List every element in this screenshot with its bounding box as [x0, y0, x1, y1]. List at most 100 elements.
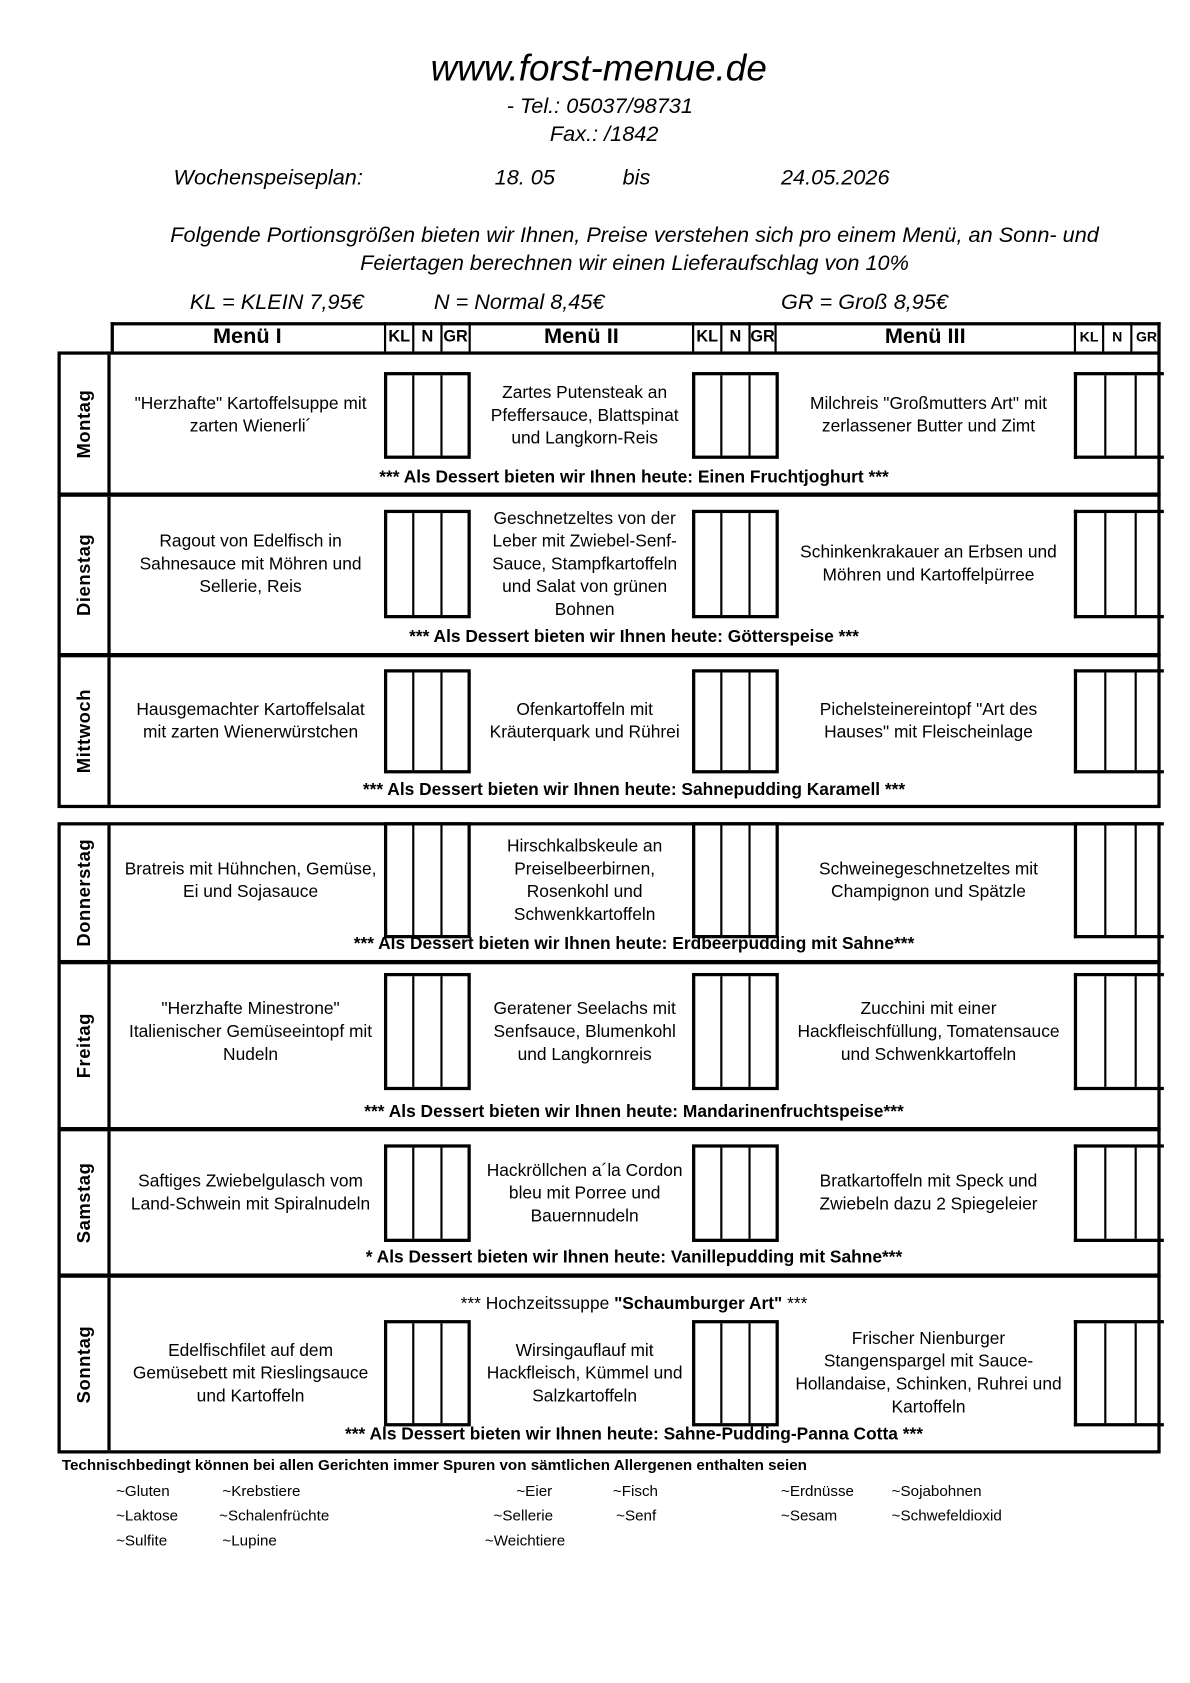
soup-line: *** Hochzeitssuppe "Schaumburger Art" **…: [111, 1295, 1158, 1315]
checkbox-n[interactable]: [1104, 375, 1135, 456]
checkbox-gr[interactable]: [748, 825, 775, 936]
checkbox-n[interactable]: [720, 976, 748, 1087]
checkbox-kl[interactable]: [695, 1323, 720, 1423]
checkbox-kl[interactable]: [695, 375, 720, 455]
checkbox-n[interactable]: [412, 513, 440, 616]
checkbox-kl[interactable]: [1077, 1148, 1104, 1239]
checkbox-n[interactable]: [412, 672, 440, 771]
order-boxes-menu-2: [692, 372, 779, 459]
checkbox-gr[interactable]: [1134, 976, 1164, 1087]
allergen-item: ~Krebstiere: [222, 1481, 301, 1500]
allergen-item: ~Senf: [616, 1506, 657, 1525]
allergen-item: ~Sojabohnen: [891, 1481, 982, 1500]
menu-3-dish: Bratkartoffeln mit Speck und Zwiebeln da…: [819, 1172, 1038, 1214]
checkbox-kl[interactable]: [387, 825, 412, 935]
menu-2-dish: Geratener Seelachs mit Senfsauce, Blumen…: [493, 999, 676, 1064]
checkbox-kl[interactable]: [387, 673, 412, 771]
info-line-2: Feiertagen berechnen wir einen Lieferauf…: [360, 251, 909, 276]
checkbox-gr[interactable]: [1134, 672, 1164, 771]
checkbox-gr[interactable]: [748, 375, 775, 456]
checkbox-gr[interactable]: [1134, 1323, 1164, 1424]
checkbox-kl[interactable]: [695, 976, 720, 1087]
checkbox-n[interactable]: [1104, 976, 1135, 1087]
checkbox-kl[interactable]: [387, 1148, 412, 1239]
fax: Fax.: /1842: [549, 122, 659, 147]
order-boxes-menu-1: [383, 509, 471, 619]
checkbox-n[interactable]: [1104, 672, 1135, 771]
header-kl-1: KL: [383, 322, 412, 352]
dessert-line: * Als Dessert bieten wir Ihnen heute: Va…: [365, 1248, 903, 1267]
checkbox-n[interactable]: [720, 1147, 748, 1239]
menu-1-dish: Bratreis mit Hühnchen, Gemüse, Ei und So…: [124, 859, 377, 901]
checkbox-gr[interactable]: [1134, 513, 1164, 616]
order-boxes-menu-3: [1073, 972, 1164, 1091]
checkbox-gr[interactable]: [748, 976, 775, 1087]
checkbox-n[interactable]: [720, 672, 748, 771]
checkbox-n[interactable]: [1104, 1147, 1135, 1239]
checkbox-kl[interactable]: [387, 375, 412, 455]
menu-2-dish: Geschnetzeltes von der Leber mit Zwiebel…: [492, 509, 678, 619]
checkbox-gr[interactable]: [1134, 1147, 1164, 1239]
info-line-1: Folgende Portionsgrößen bieten wir Ihnen…: [170, 223, 1099, 248]
day-block-samstag: Samstag Saftiges Zwiebelgulasch vom Land-…: [57, 1128, 1164, 1277]
checkbox-kl[interactable]: [387, 513, 412, 615]
order-boxes-menu-2: [692, 1320, 779, 1427]
checkbox-gr[interactable]: [440, 513, 467, 616]
header-menu-2: Menü II: [544, 324, 619, 349]
allergen-item: ~Gluten: [116, 1481, 170, 1500]
checkbox-kl[interactable]: [695, 673, 720, 771]
checkbox-kl[interactable]: [387, 976, 412, 1087]
header-kl-3: KL: [1073, 322, 1102, 352]
dessert-line: *** Als Dessert bieten wir Ihnen heute: …: [353, 935, 915, 954]
checkbox-kl[interactable]: [695, 825, 720, 935]
checkbox-kl[interactable]: [1077, 375, 1104, 455]
checkbox-kl[interactable]: [1077, 673, 1104, 771]
price-normal: N = Normal 8,45€: [433, 290, 605, 315]
checkbox-gr[interactable]: [1134, 375, 1164, 456]
header-n-3: N: [1102, 322, 1130, 352]
price-large: GR = Groß 8,95€: [780, 290, 948, 315]
checkbox-n[interactable]: [1104, 1323, 1135, 1424]
checkbox-n[interactable]: [412, 375, 440, 456]
checkbox-kl[interactable]: [695, 513, 720, 615]
checkbox-kl[interactable]: [695, 1148, 720, 1239]
checkbox-n[interactable]: [412, 825, 440, 936]
checkbox-kl[interactable]: [1077, 513, 1104, 615]
day-block-mittwoch: Mittwoch Hausgemachter Kartoffelsalat mit…: [57, 654, 1164, 809]
checkbox-gr[interactable]: [440, 375, 467, 456]
order-boxes-menu-2: [692, 822, 779, 939]
order-boxes-menu-2: [692, 509, 779, 619]
checkbox-n[interactable]: [720, 375, 748, 456]
allergen-item: ~Erdnüsse: [780, 1481, 855, 1500]
checkbox-gr[interactable]: [748, 513, 775, 616]
day-name: Sonntag: [73, 1325, 94, 1403]
checkbox-n[interactable]: [412, 1147, 440, 1239]
checkbox-gr[interactable]: [748, 1147, 775, 1239]
checkbox-n[interactable]: [720, 513, 748, 616]
checkbox-kl[interactable]: [1077, 976, 1104, 1087]
checkbox-gr[interactable]: [440, 1147, 467, 1239]
checkbox-n[interactable]: [412, 1323, 440, 1424]
checkbox-n[interactable]: [720, 825, 748, 936]
menu-1-dish: Hausgemachter Kartoffelsalat mit zarten …: [136, 700, 365, 742]
checkbox-n[interactable]: [720, 1323, 748, 1424]
checkbox-kl[interactable]: [387, 1323, 412, 1423]
checkbox-gr[interactable]: [440, 672, 467, 771]
allergen-item: ~Weichtiere: [484, 1531, 566, 1549]
allergen-item: ~Sellerie: [493, 1506, 554, 1525]
checkbox-gr[interactable]: [748, 672, 775, 771]
checkbox-gr[interactable]: [748, 1323, 775, 1424]
header-menu-1: Menü I: [212, 324, 282, 349]
checkbox-gr[interactable]: [1134, 825, 1164, 936]
header-menu-3: Menü III: [884, 324, 966, 349]
checkbox-kl[interactable]: [1077, 1323, 1104, 1423]
checkbox-gr[interactable]: [440, 825, 467, 936]
checkbox-gr[interactable]: [440, 1323, 467, 1424]
checkbox-n[interactable]: [412, 976, 440, 1087]
checkbox-n[interactable]: [1104, 513, 1135, 616]
checkbox-kl[interactable]: [1077, 825, 1104, 935]
allergen-item: ~Schalenfrüchte: [219, 1506, 330, 1525]
checkbox-n[interactable]: [1104, 825, 1135, 936]
menu-2-dish: Zartes Putensteak an Pfeffersauce, Blatt…: [490, 383, 679, 448]
checkbox-gr[interactable]: [440, 976, 467, 1087]
